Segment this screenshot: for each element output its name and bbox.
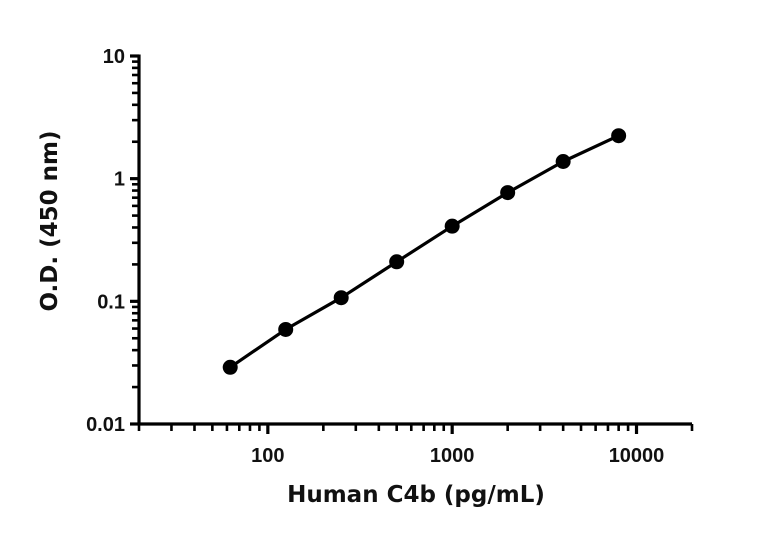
- y-tick-label: 10: [103, 46, 125, 68]
- data-point: [389, 254, 405, 270]
- data-series: [222, 128, 627, 375]
- curve-line: [228, 134, 621, 369]
- y-tick-labels: 10 1 0.1 0.01: [86, 46, 125, 436]
- x-axis: [137, 422, 694, 434]
- data-markers: [222, 128, 627, 375]
- y-tick-label: 0.1: [97, 291, 125, 313]
- y-tick-label: 0.01: [86, 414, 125, 436]
- data-point: [444, 218, 460, 234]
- data-point: [611, 128, 627, 144]
- y-axis: [130, 54, 141, 426]
- data-point: [222, 359, 238, 375]
- y-axis-title: O.D. (450 nm): [37, 130, 63, 311]
- x-axis-title: Human C4b (pg/mL): [287, 482, 545, 508]
- data-point: [500, 185, 516, 201]
- data-point: [555, 154, 571, 170]
- x-tick-label: 10000: [609, 445, 665, 467]
- x-tick-label: 100: [251, 445, 284, 467]
- y-tick-label: 1: [114, 169, 125, 191]
- x-tick-labels: 100 1000 10000: [251, 445, 664, 467]
- data-point: [333, 290, 349, 306]
- x-tick-label: 1000: [430, 445, 475, 467]
- data-point: [278, 321, 294, 337]
